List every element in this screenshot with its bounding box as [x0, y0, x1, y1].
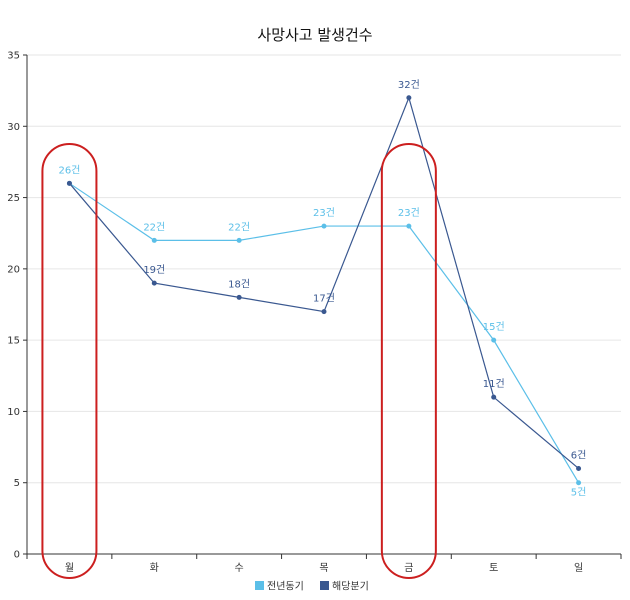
data-point[interactable] — [321, 309, 327, 315]
data-label: 5건 — [571, 487, 587, 499]
x-tick-label: 일 — [574, 562, 583, 574]
y-tick-label: 20 — [7, 264, 20, 275]
data-point[interactable] — [576, 465, 582, 471]
data-label: 6건 — [571, 449, 587, 461]
legend[interactable]: 전년동기 해당분기 — [255, 580, 369, 593]
data-point[interactable] — [406, 95, 412, 101]
x-tick-label: 금 — [404, 562, 413, 574]
highlight-oval — [41, 143, 98, 579]
data-point[interactable] — [66, 180, 72, 186]
y-tick-label: 15 — [7, 336, 20, 347]
x-tick-label: 수 — [235, 562, 244, 574]
legend-label[interactable]: 해당분기 — [332, 580, 369, 593]
grid — [27, 54, 621, 484]
data-label: 22건 — [228, 221, 250, 233]
data-label: 19건 — [143, 264, 165, 276]
y-tick-label: 5 — [14, 478, 20, 489]
y-tick-label: 10 — [7, 407, 20, 418]
data-point[interactable] — [236, 294, 242, 300]
data-label: 11건 — [483, 378, 505, 390]
data-label: 22건 — [143, 221, 165, 233]
y-tick-label: 25 — [7, 193, 20, 204]
chart-title: 사망사고 발생건수 — [257, 26, 372, 44]
data-label: 17건 — [313, 293, 335, 305]
data-labels: 26건 22건 22건 23건 23건 15건 5건 19건 18건 17건 32건 11건 6건 — [58, 79, 586, 499]
legend-swatch[interactable] — [255, 581, 264, 590]
x-tick-label: 목 — [319, 562, 328, 574]
x-tick-label: 토 — [489, 563, 498, 574]
highlights — [41, 143, 437, 579]
y-tick-label: 35 — [7, 51, 20, 62]
x-tick-label: 월 — [65, 562, 74, 574]
axes: 0 5 10 15 20 25 30 35 월 화 수 목 금 토 일 — [7, 51, 622, 574]
data-label: 15건 — [483, 321, 505, 333]
legend-label[interactable]: 전년동기 — [267, 581, 304, 593]
data-point[interactable] — [491, 394, 497, 400]
data-label: 23건 — [313, 207, 335, 219]
data-point[interactable] — [576, 480, 582, 486]
y-tick-label: 30 — [7, 122, 20, 133]
x-tick-label: 화 — [150, 562, 159, 574]
y-tick-label: 0 — [14, 550, 20, 561]
data-point[interactable] — [236, 237, 242, 243]
data-label: 23건 — [398, 207, 420, 219]
series — [66, 95, 582, 486]
data-point[interactable] — [406, 223, 412, 229]
series-line — [68, 95, 579, 469]
data-point[interactable] — [321, 223, 327, 229]
data-point[interactable] — [151, 237, 157, 243]
highlight-oval — [380, 143, 437, 579]
data-point[interactable] — [491, 337, 497, 343]
data-label: 32건 — [398, 79, 420, 91]
data-point[interactable] — [151, 280, 157, 286]
legend-swatch[interactable] — [320, 581, 329, 590]
data-label: 26건 — [58, 164, 80, 176]
data-label: 18건 — [228, 278, 250, 290]
